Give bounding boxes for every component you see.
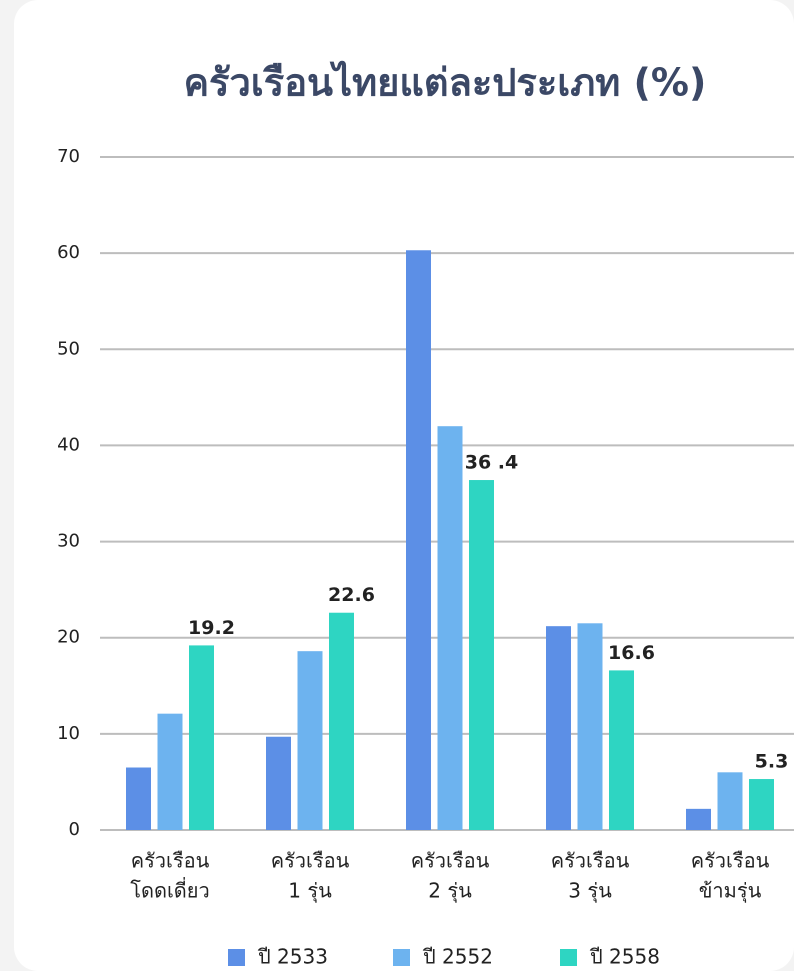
y-tick-label: 50: [57, 338, 80, 359]
legend-label: ปี 2552: [423, 945, 493, 969]
bar: [266, 736, 291, 830]
chart-title: ครัวเรือนไทยแต่ละประเภท (%): [184, 61, 707, 105]
bar: [469, 480, 494, 830]
y-tick-label: 40: [57, 434, 80, 455]
x-tick-label: ครัวเรือน: [411, 849, 490, 873]
bar: [126, 767, 151, 830]
bar: [577, 623, 603, 830]
bar: [609, 670, 634, 830]
x-tick-label: ครัวเรือน: [551, 849, 630, 873]
bar: [686, 808, 711, 830]
data-label: 22.6: [328, 584, 375, 606]
bar: [189, 645, 214, 830]
data-label: 5.3: [755, 751, 789, 773]
x-tick-label: ครัวเรือน: [271, 849, 350, 873]
bar: [297, 651, 323, 830]
data-label: 16.6: [608, 642, 655, 664]
x-tick-label: ครัวเรือน: [131, 849, 210, 873]
x-tick-label: ข้ามรุ่น: [699, 879, 762, 904]
data-label: 19.2: [188, 617, 235, 639]
x-tick-label: 2 รุ่น: [428, 879, 472, 904]
legend-label: ปี 2558: [590, 945, 660, 969]
bar: [437, 426, 463, 830]
data-label: 36 .4: [465, 452, 519, 474]
x-tick-label: โดดเดี่ยว: [130, 877, 210, 903]
y-tick-label: 70: [57, 146, 80, 167]
legend-label: ปี 2533: [258, 945, 328, 969]
x-tick-label: 3 รุ่น: [568, 879, 612, 904]
legend-swatch: [560, 949, 577, 966]
x-tick-label: 1 รุ่น: [288, 879, 332, 904]
y-tick-label: 60: [57, 242, 80, 263]
legend-swatch: [393, 949, 410, 966]
y-tick-label: 30: [57, 531, 80, 552]
bar: [157, 713, 183, 830]
bar: [406, 250, 431, 831]
bar: [546, 626, 571, 830]
y-tick-label: 10: [57, 723, 80, 744]
x-tick-label: ครัวเรือน: [691, 849, 770, 873]
y-tick-label: 20: [57, 627, 80, 648]
legend-swatch: [228, 949, 245, 966]
y-tick-label: 0: [69, 819, 80, 840]
bar: [749, 779, 774, 830]
bar: [717, 772, 743, 830]
bar: [329, 612, 354, 830]
